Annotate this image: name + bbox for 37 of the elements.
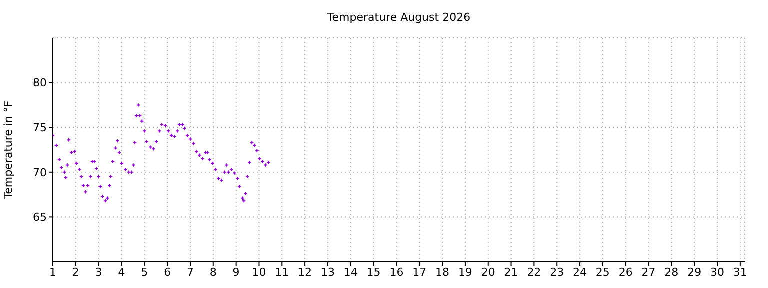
- x-tick-label: 18: [436, 266, 450, 279]
- x-tick-label: 19: [458, 266, 472, 279]
- x-tick-label: 2: [72, 266, 80, 279]
- y-tick-label: 75: [33, 122, 47, 135]
- x-tick-label: 10: [252, 266, 266, 279]
- y-tick-label: 70: [33, 166, 47, 180]
- x-tick-label: 31: [733, 266, 748, 279]
- x-tick-label: 30: [710, 266, 725, 279]
- chart-title: Temperature August 2026: [326, 11, 472, 24]
- x-tick-label: 11: [275, 266, 290, 279]
- y-axis-title: Temperature in °F: [2, 100, 15, 200]
- x-tick-label: 15: [366, 266, 381, 279]
- x-tick-label: 26: [618, 266, 633, 279]
- x-tick-label: 28: [664, 266, 679, 279]
- y-tick-label: 80: [33, 76, 47, 90]
- x-tick-label: 25: [596, 266, 610, 279]
- x-tick-label: 6: [164, 266, 172, 279]
- y-tick-label: 65: [33, 211, 47, 224]
- x-tick-label: 29: [688, 266, 702, 279]
- x-tick-label: 23: [550, 266, 564, 279]
- x-tick-label: 27: [642, 266, 656, 279]
- x-tick-label: 21: [504, 266, 518, 279]
- x-tick-label: 5: [141, 266, 148, 279]
- x-tick-label: 9: [232, 266, 240, 279]
- x-tick-label: 20: [481, 266, 496, 279]
- x-tick-label: 7: [186, 266, 194, 279]
- x-tick-label: 3: [95, 266, 102, 279]
- x-tick-label: 24: [573, 266, 588, 279]
- x-tick-label: 17: [412, 266, 427, 279]
- x-tick-label: 14: [344, 266, 358, 279]
- x-tick-label: 12: [298, 266, 312, 279]
- x-tick-label: 8: [210, 266, 217, 279]
- x-tick-label: 22: [527, 266, 542, 279]
- x-tick-label: 4: [118, 266, 126, 279]
- x-tick-label: 13: [320, 266, 335, 279]
- x-tick-label: 16: [390, 266, 404, 279]
- x-tick-label: 1: [50, 266, 56, 279]
